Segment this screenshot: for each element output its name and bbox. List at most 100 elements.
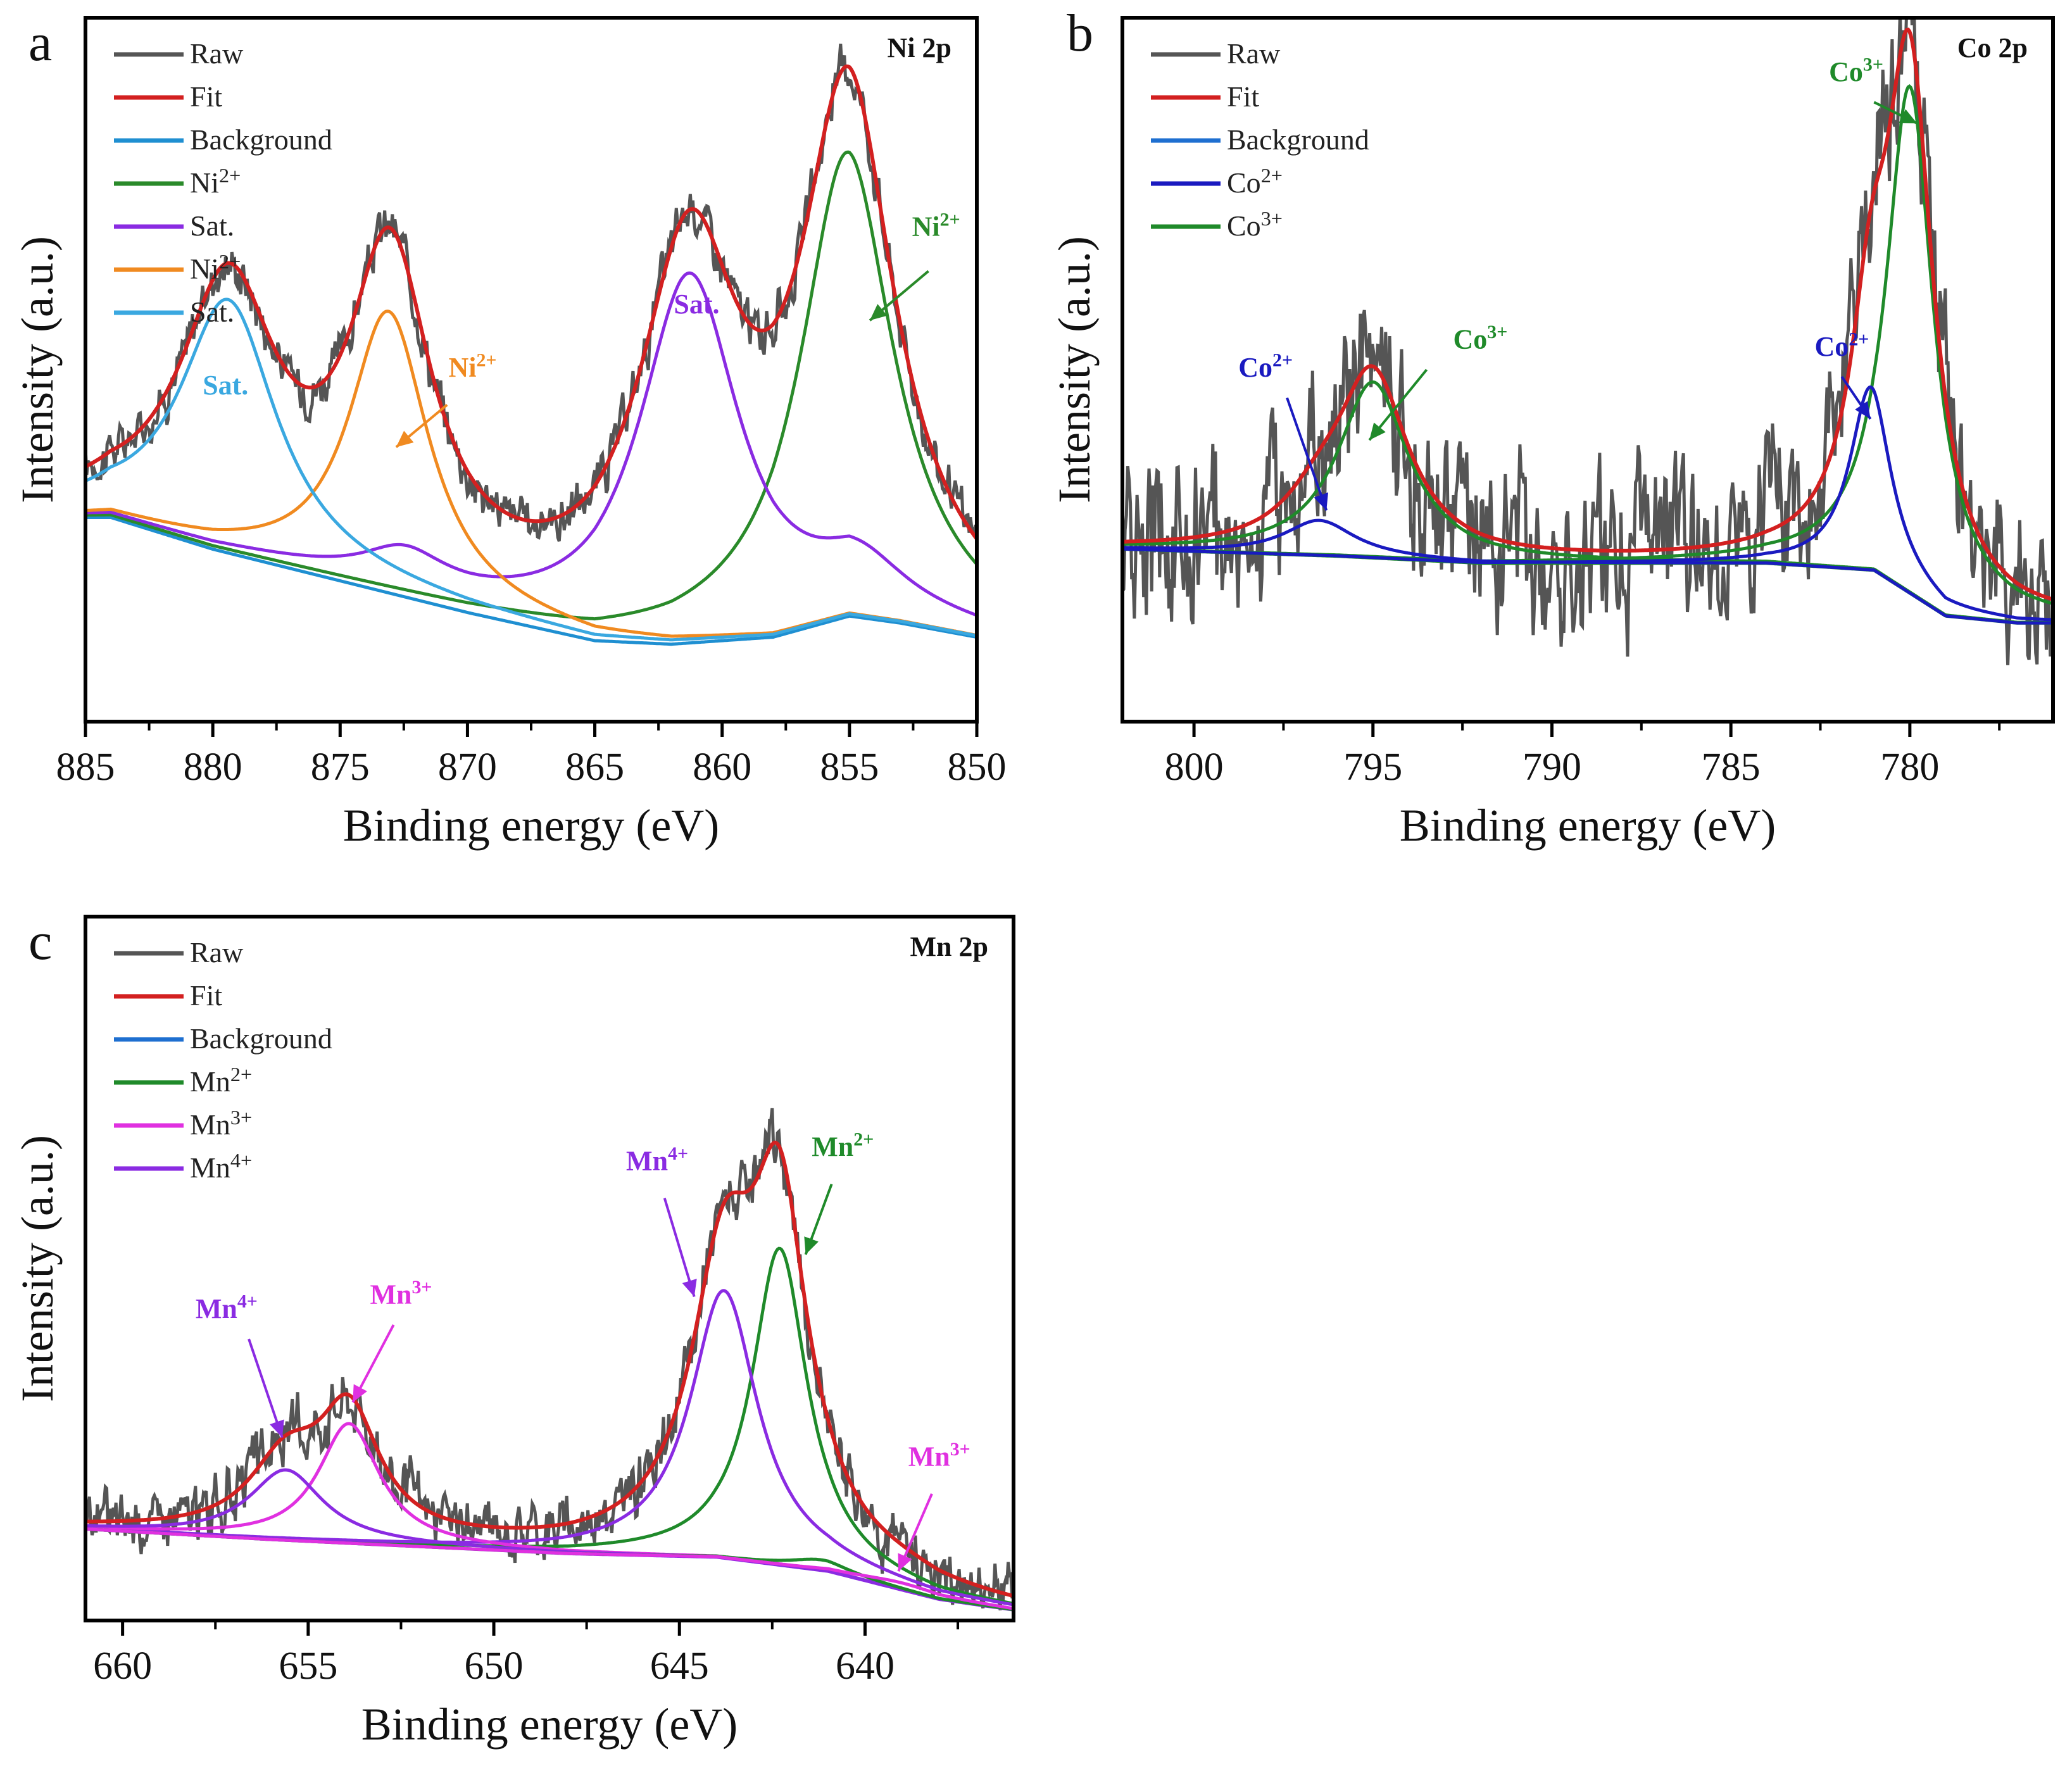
legend-entry-name: Mn	[190, 1065, 230, 1098]
legend-entry: Background	[190, 123, 332, 156]
legend-entry-sup: 2+	[219, 250, 241, 273]
x-axis: 885 880 875 870 865 860 855 850	[56, 722, 1007, 789]
legend-entry: Raw	[190, 37, 244, 70]
annotation-arrow-head	[1899, 109, 1918, 123]
legend-entry-sup: 2+	[219, 164, 241, 187]
legend-entry-name: Sat.	[190, 296, 234, 328]
y-axis-label: Intensity (a.u.)	[12, 236, 63, 503]
background-line	[85, 516, 977, 646]
peak-annotation-sup: 3+	[1863, 54, 1883, 75]
axes-frame	[1121, 16, 2055, 724]
annotation-arrow-head	[1314, 492, 1329, 511]
component-line-sat-3	[85, 298, 977, 642]
legend-entry: Background	[1227, 123, 1369, 156]
x-tick-label: 870	[438, 746, 497, 789]
peak-annotation: Co2+	[1238, 350, 1293, 383]
panel-a: a Ni 2p 885 880 875 870 865 860 855 850 Binding en…	[12, 13, 1007, 851]
component-line-ni2-2	[85, 310, 977, 638]
x-tick-label: 880	[184, 746, 242, 789]
legend-entry-name: Sat.	[190, 210, 234, 242]
x-axis-label: Binding energy (eV)	[343, 800, 720, 851]
x-axis-label: Binding energy (eV)	[1400, 800, 1776, 851]
panel-letter: b	[1067, 4, 1093, 63]
peak-annotation-sup: 4+	[237, 1291, 258, 1312]
peak-annotation: Mn4+	[196, 1291, 258, 1324]
legend-entry-name: Fit	[190, 80, 222, 113]
x-tick-label: 860	[693, 746, 751, 789]
peak-annotation-base: Co	[1453, 324, 1487, 355]
peak-annotation: Co2+	[1815, 329, 1869, 361]
annotation-arrow-head	[898, 1553, 912, 1572]
panel-letter: a	[28, 13, 52, 72]
legend-entry-sup: 3+	[1261, 207, 1283, 230]
fit-line	[85, 1140, 1014, 1598]
legend-entry: Background	[190, 1022, 332, 1055]
legend-entry-name: Mn	[190, 1108, 230, 1141]
legend-entry: Sat.	[190, 296, 234, 328]
legend-entry: Co3+	[1227, 207, 1283, 242]
legend-entry-name: Co	[1227, 166, 1261, 199]
x-axis-label: Binding energy (eV)	[361, 1699, 738, 1750]
panel-c: c Mn 2p 660 655 650 645 640 Binding energy (eV)…	[12, 912, 1015, 1750]
annotation-arrow-head	[270, 1419, 284, 1438]
peak-annotation-base: Sat.	[203, 370, 248, 401]
x-axis: 800 795 790 785 780	[1165, 722, 2001, 789]
legend-entry-name: Fit	[190, 979, 222, 1012]
legend-entry: Raw	[1227, 37, 1281, 70]
annotation-arrow-head	[1855, 401, 1871, 419]
axes-frame	[84, 915, 1015, 1622]
peak-annotation-base: Sat.	[674, 289, 719, 320]
x-tick-label: 865	[565, 746, 624, 789]
annotation-arrow-head	[682, 1279, 697, 1297]
peak-annotation-base: Ni	[448, 352, 476, 383]
annotation-arrow-head	[353, 1384, 367, 1403]
x-tick-label: 640	[836, 1645, 895, 1688]
x-tick-label: 785	[1702, 746, 1761, 789]
peak-annotation-base: Mn	[812, 1131, 853, 1162]
peak-annotation-sup: 3+	[950, 1439, 970, 1460]
peak-annotation-sup: 2+	[1849, 329, 1869, 349]
annotation-arrow-head	[396, 430, 414, 448]
component-line-mn3-5	[85, 1527, 1014, 1610]
legend-entry-name: Mn	[190, 1151, 230, 1184]
curves	[85, 1108, 1014, 1612]
x-tick-label: 660	[93, 1645, 152, 1688]
legend-entry-name: Background	[1227, 123, 1369, 156]
legend-entry-sup: 2+	[1261, 164, 1283, 187]
annotations: Sat.Ni2+Sat.Ni2+	[203, 209, 960, 448]
legend-entry-name: Fit	[1227, 80, 1259, 113]
panel-title: Mn 2p	[910, 931, 988, 962]
legend: Raw Fit Background Co2+ Co3+	[1151, 37, 1369, 242]
peak-annotation-sup: 3+	[1487, 322, 1507, 342]
x-tick-label: 875	[311, 746, 370, 789]
peak-annotation-sup: 2+	[1272, 350, 1293, 371]
annotations: Co3+Co3+ Co2+Co2+	[1238, 54, 1918, 511]
panel-title: Co 2p	[1957, 32, 2028, 63]
peak-annotation: Mn4+	[626, 1143, 688, 1176]
legend-entry: Ni2+	[190, 250, 241, 285]
peak-annotation: Mn2+	[812, 1129, 874, 1162]
x-tick-label: 790	[1523, 746, 1581, 789]
peak-annotation: Mn3+	[908, 1439, 970, 1472]
peak-annotation: Mn3+	[370, 1277, 432, 1310]
component-line-mn4-1	[85, 1289, 1014, 1607]
peak-annotation-sup: 2+	[853, 1129, 874, 1150]
component-line-mn4-3	[85, 1468, 1014, 1612]
legend-entry: Raw	[190, 936, 244, 969]
annotations: Mn2+Mn4+Mn3+Mn4+Mn3+	[196, 1129, 970, 1572]
legend-entry: Fit	[1227, 80, 1259, 113]
peak-annotation-base: Co	[1238, 352, 1272, 383]
peak-annotation: Sat.	[203, 370, 248, 401]
peak-annotation: Co3+	[1829, 54, 1883, 87]
x-tick-label: 655	[279, 1645, 337, 1688]
legend-entry-name: Raw	[1227, 37, 1281, 70]
y-axis-label: Intensity (a.u.)	[12, 1135, 63, 1402]
legend-entry-name: Ni	[190, 166, 219, 199]
legend-entry: Fit	[190, 80, 222, 113]
peak-annotation-base: Co	[1815, 331, 1849, 362]
legend-entry-sup: 4+	[230, 1149, 252, 1172]
x-tick-label: 850	[948, 746, 1007, 789]
